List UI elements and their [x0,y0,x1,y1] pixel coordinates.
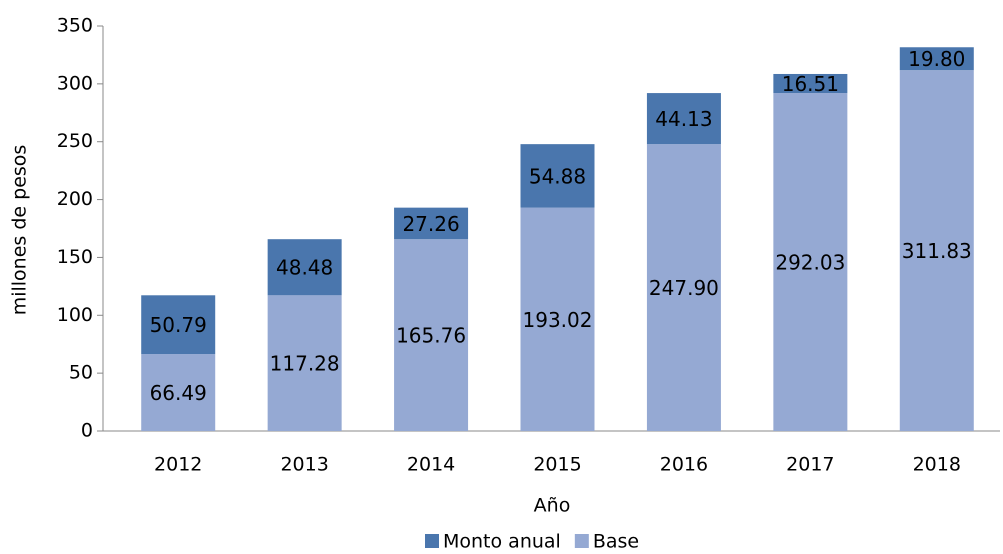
legend-swatch [574,534,589,548]
data-label: 48.48 [276,256,333,280]
bar-segment [267,295,342,431]
data-label: 292.03 [775,251,845,275]
x-tick-label: 2014 [407,454,455,476]
bar-segment [141,295,216,355]
data-label: 117.28 [270,352,340,376]
data-label: 54.88 [529,164,586,188]
x-axis-title: Año [534,495,571,517]
bar-segment [520,207,595,431]
bar-segment [394,207,469,240]
y-tick-label: 300 [57,72,93,94]
bar-segment [773,73,848,94]
data-label: 16.51 [782,72,839,96]
bar-segment [899,70,974,431]
bar-segment [899,47,974,71]
x-tick-label: 2012 [154,454,202,476]
bar-segment [520,144,595,208]
bar-segment [141,354,216,431]
bar-segment [394,239,469,431]
x-tick-label: 2018 [913,454,961,476]
legend-swatch [425,534,439,548]
x-tick-label: 2015 [533,454,581,476]
data-label: 311.83 [902,239,972,263]
data-label: 66.49 [150,381,207,405]
data-label: 44.13 [655,107,712,131]
data-label: 193.02 [523,308,593,332]
y-tick-label: 200 [57,188,93,210]
y-tick-label: 0 [81,420,93,442]
bar-segment [646,144,721,431]
x-tick-label: 2013 [280,454,328,476]
data-label: 50.79 [150,313,207,337]
bar-segment [773,93,848,431]
data-label: 27.26 [402,212,459,236]
bar-segment [267,239,342,296]
y-axis-title: millones de pesos [9,145,31,316]
data-label: 247.90 [649,276,719,300]
y-tick-label: 50 [69,362,93,384]
y-tick-label: 100 [57,304,93,326]
y-tick-label: 350 [57,15,93,37]
legend-label: Base [593,531,639,553]
data-label: 165.76 [396,324,466,348]
data-label: 19.80 [908,47,965,71]
legend-label: Monto anual [443,531,561,553]
bar-segment [646,93,721,145]
x-tick-label: 2016 [660,454,708,476]
x-tick-label: 2017 [786,454,834,476]
y-tick-label: 250 [57,130,93,152]
y-tick-label: 150 [57,246,93,268]
